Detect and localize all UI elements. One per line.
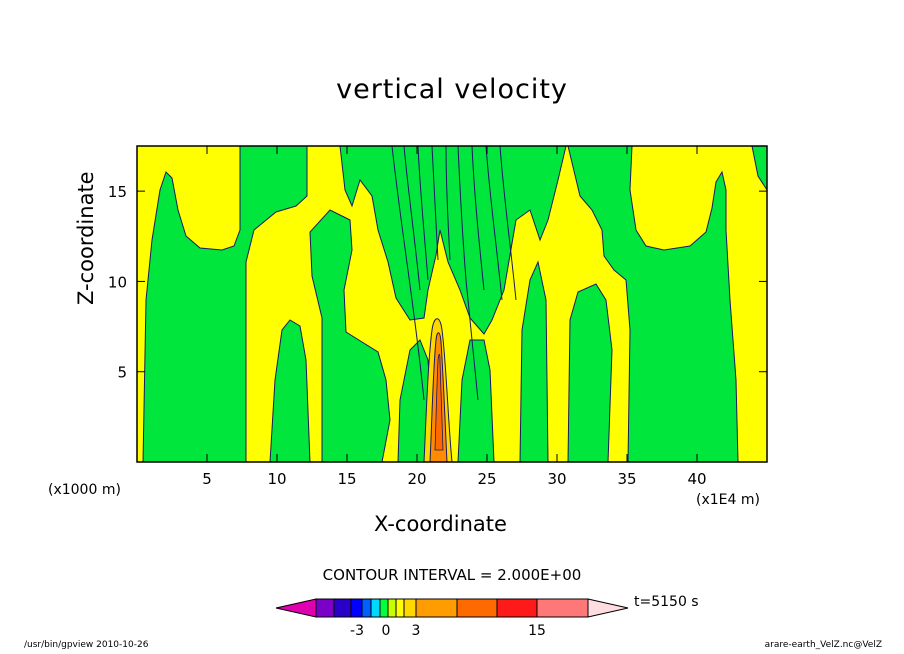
chart-title: vertical velocity	[336, 74, 568, 105]
x-tick-label: 15	[337, 470, 356, 488]
y-tick-label: 5	[117, 364, 127, 382]
colorbar-segment	[395, 598, 405, 618]
footer-left: /usr/bin/gpview 2010-10-26	[24, 640, 149, 650]
colorbar-segment	[361, 598, 372, 618]
colorbar-tick-label: 3	[412, 623, 421, 639]
x-tick-label: 5	[202, 470, 212, 488]
x-tick-label: 10	[267, 470, 286, 488]
x-tick-label: 30	[547, 470, 566, 488]
colorbar-segment	[403, 598, 417, 618]
filament-contours	[391, 146, 517, 401]
colorbar-segment	[350, 598, 363, 618]
y-axis: 5 10 15	[108, 183, 767, 382]
colorbar-high-extend	[587, 598, 629, 618]
x-tick-label: 35	[617, 470, 636, 488]
colorbar-segment	[387, 598, 397, 618]
colorbar-segment	[379, 598, 389, 618]
plot-frame	[136, 145, 768, 463]
updraft-core	[423, 318, 453, 462]
plot-area	[137, 146, 767, 462]
region-mid-left	[309, 209, 391, 462]
colorbar-segment	[315, 598, 335, 618]
region-center-right-lower	[457, 339, 495, 462]
colorbar-tick-label: 15	[528, 623, 546, 639]
colorbar-segment	[496, 598, 538, 618]
region-right-mid	[519, 260, 549, 462]
region-top-right-edge	[751, 146, 767, 191]
y-axis-label: Z-coordinate	[74, 171, 98, 305]
y-tick-label: 15	[108, 183, 127, 201]
region-upper-center	[339, 146, 567, 335]
x-axis: 5 10 15 20 25 30 35 40	[202, 146, 707, 488]
time-label: t=5150 s	[634, 594, 699, 610]
colorbar-segment	[536, 598, 589, 618]
footer-right: arare-earth_VelZ.nc@VelZ	[764, 640, 882, 650]
region-left-downdraft	[142, 146, 308, 462]
colorbar: -3 0 3 15	[275, 598, 629, 639]
region-right-downdraft	[567, 146, 739, 462]
colorbar-segment	[333, 598, 352, 618]
region-right-center	[567, 283, 613, 462]
colorbar-segment	[456, 598, 498, 618]
colorbar-low-extend	[275, 598, 317, 618]
y-tick-label: 10	[108, 273, 127, 291]
x-unit-right: (x1E4 m)	[696, 492, 760, 508]
x-tick-label: 20	[407, 470, 426, 488]
colorbar-tick-label: -3	[350, 623, 364, 639]
region-center-left-plume	[269, 319, 311, 462]
x-tick-label: 40	[687, 470, 706, 488]
x-tick-label: 25	[477, 470, 496, 488]
x-unit-left: (x1000 m)	[48, 482, 121, 498]
colorbar-segment	[370, 598, 381, 618]
colorbar-segment	[415, 598, 458, 618]
negative-velocity-regions	[142, 146, 767, 462]
contour-interval-label: CONTOUR INTERVAL = 2.000E+00	[322, 566, 582, 584]
colorbar-tick-label: 0	[382, 623, 391, 639]
x-axis-label: X-coordinate	[374, 512, 507, 536]
